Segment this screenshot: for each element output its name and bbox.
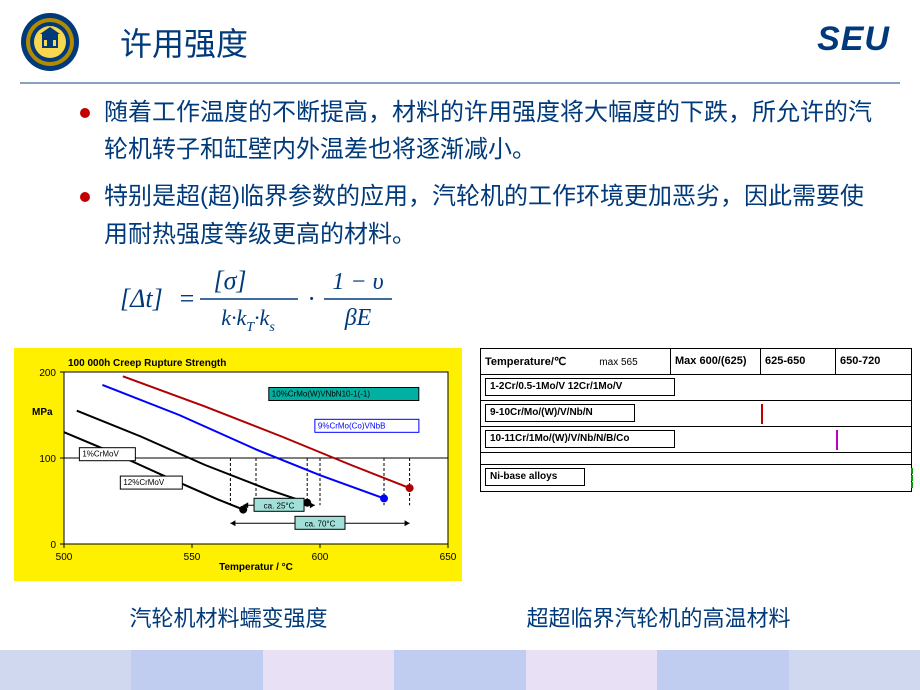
svg-text:600: 600	[312, 552, 329, 563]
caption-left: 汽轮机材料蠕变强度	[129, 601, 327, 633]
slide-title: 许用强度	[120, 19, 248, 65]
figure-captions: 汽轮机材料蠕变强度 超超临界汽轮机的高温材料	[0, 581, 920, 653]
bullet-text: 特别是超(超)临界参数的应用，汽轮机的工作环境更加恶劣，因此需要使用耐热强度等级…	[104, 178, 880, 252]
bullet-dot	[80, 108, 90, 118]
svg-text:·: ·	[308, 284, 315, 313]
svg-text:10%CrMo(W)VNbN10-1(-1): 10%CrMo(W)VNbN10-1(-1)	[272, 389, 371, 398]
svg-text:100: 100	[39, 454, 56, 465]
svg-text:=: =	[178, 284, 196, 313]
material-table: Temperature/℃ max 565Max 600/(625)625-65…	[480, 348, 912, 492]
svg-text:200: 200	[39, 368, 56, 379]
svg-text:100 000h Creep Rupture Strengt: 100 000h Creep Rupture Strength	[68, 358, 226, 369]
svg-text:500: 500	[56, 552, 73, 563]
svg-text:Temperatur / °C: Temperatur / °C	[219, 562, 293, 572]
header-rule	[20, 82, 900, 84]
svg-text:650: 650	[440, 552, 457, 563]
formula: [Δt] = [σ] k·kT·ks · 1 − υ βE	[0, 263, 920, 340]
seu-logo	[20, 12, 80, 72]
bullet-text: 随着工作温度的不断提高，材料的许用强度将大幅度的下跌，所允许的汽轮机转子和缸壁内…	[104, 94, 880, 168]
svg-text:[σ]: [σ]	[213, 266, 246, 295]
svg-text:1%CrMoV: 1%CrMoV	[82, 449, 119, 458]
svg-text:βE: βE	[344, 305, 372, 331]
svg-text:MPa: MPa	[32, 407, 53, 418]
bullet-item: 随着工作温度的不断提高，材料的许用强度将大幅度的下跌，所允许的汽轮机转子和缸壁内…	[80, 94, 880, 168]
creep-chart: 100 000h Creep Rupture Strength 0 100 200 MP…	[14, 348, 462, 581]
bullet-list: 随着工作温度的不断提高，材料的许用强度将大幅度的下跌，所允许的汽轮机转子和缸壁内…	[0, 94, 920, 253]
svg-text:k·kT·ks: k·kT·ks	[221, 305, 275, 335]
footer-band	[0, 650, 920, 690]
svg-text:9%CrMo(Co)VNbB: 9%CrMo(Co)VNbB	[318, 421, 386, 430]
slide-header: 许用强度 SEU	[0, 0, 920, 80]
svg-text:ca. 70°C: ca. 70°C	[305, 519, 336, 528]
caption-right: 超超临界汽轮机的高温材料	[526, 601, 790, 633]
brand-text: SEU	[817, 20, 890, 59]
svg-text:550: 550	[184, 552, 201, 563]
bullet-item: 特别是超(超)临界参数的应用，汽轮机的工作环境更加恶劣，因此需要使用耐热强度等级…	[80, 178, 880, 252]
svg-text:1 − υ: 1 − υ	[332, 269, 383, 295]
bullet-dot	[80, 192, 90, 202]
svg-text:[Δt]: [Δt]	[120, 284, 163, 313]
svg-text:ca. 25°C: ca. 25°C	[264, 501, 295, 510]
svg-text:0: 0	[50, 540, 56, 551]
svg-text:12%CrMoV: 12%CrMoV	[123, 478, 165, 487]
